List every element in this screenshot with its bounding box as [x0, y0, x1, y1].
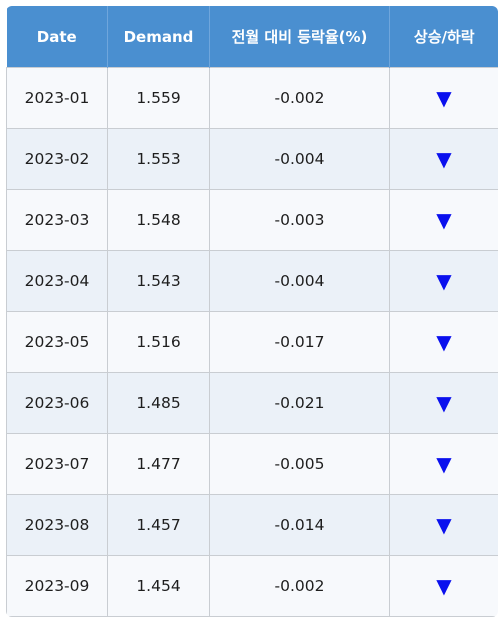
table-row: 2023-07 1.477 -0.005 ▼: [6, 433, 498, 495]
cell-date: 2023-07: [6, 433, 108, 495]
cell-date: 2023-06: [6, 372, 108, 434]
cell-date: 2023-01: [6, 67, 108, 129]
table-row: 2023-01 1.559 -0.002 ▼: [6, 67, 498, 129]
cell-date: 2023-09: [6, 555, 108, 617]
cell-change-rate: -0.014: [209, 494, 390, 556]
cell-trend: ▼: [389, 67, 498, 129]
table-row: 2023-05 1.516 -0.017 ▼: [6, 311, 498, 373]
demand-table-container: Date Demand 전월 대비 등락율(%) 상승/하락 2023-01 1…: [6, 6, 498, 617]
down-triangle-icon: ▼: [436, 146, 452, 171]
down-triangle-icon: ▼: [436, 451, 452, 476]
header-demand: Demand: [107, 6, 210, 68]
cell-trend: ▼: [389, 494, 498, 556]
header-date: Date: [6, 6, 108, 68]
cell-change-rate: -0.005: [209, 433, 390, 495]
down-triangle-icon: ▼: [436, 85, 452, 110]
table-row: 2023-08 1.457 -0.014 ▼: [6, 494, 498, 556]
down-triangle-icon: ▼: [436, 329, 452, 354]
down-triangle-icon: ▼: [436, 268, 452, 293]
cell-date: 2023-02: [6, 128, 108, 190]
cell-demand: 1.548: [107, 189, 210, 251]
table-header: Date Demand 전월 대비 등락율(%) 상승/하락: [6, 6, 498, 68]
cell-date: 2023-04: [6, 250, 108, 312]
table-body: 2023-01 1.559 -0.002 ▼ 2023-02 1.553 -0.…: [6, 67, 498, 617]
cell-change-rate: -0.021: [209, 372, 390, 434]
cell-change-rate: -0.003: [209, 189, 390, 251]
cell-trend: ▼: [389, 372, 498, 434]
cell-demand: 1.485: [107, 372, 210, 434]
cell-trend: ▼: [389, 555, 498, 617]
cell-trend: ▼: [389, 433, 498, 495]
cell-demand: 1.553: [107, 128, 210, 190]
down-triangle-icon: ▼: [436, 207, 452, 232]
cell-change-rate: -0.002: [209, 67, 390, 129]
table-row: 2023-02 1.553 -0.004 ▼: [6, 128, 498, 190]
down-triangle-icon: ▼: [436, 390, 452, 415]
demand-table: Date Demand 전월 대비 등락율(%) 상승/하락 2023-01 1…: [6, 6, 498, 617]
header-row: Date Demand 전월 대비 등락율(%) 상승/하락: [6, 6, 498, 68]
cell-trend: ▼: [389, 189, 498, 251]
cell-demand: 1.516: [107, 311, 210, 373]
down-triangle-icon: ▼: [436, 573, 452, 598]
table-row: 2023-06 1.485 -0.021 ▼: [6, 372, 498, 434]
cell-trend: ▼: [389, 250, 498, 312]
header-trend: 상승/하락: [389, 6, 498, 68]
cell-demand: 1.543: [107, 250, 210, 312]
cell-date: 2023-03: [6, 189, 108, 251]
cell-trend: ▼: [389, 128, 498, 190]
cell-demand: 1.454: [107, 555, 210, 617]
cell-change-rate: -0.017: [209, 311, 390, 373]
down-triangle-icon: ▼: [436, 512, 452, 537]
cell-change-rate: -0.004: [209, 250, 390, 312]
header-change-rate: 전월 대비 등락율(%): [209, 6, 390, 68]
table-row: 2023-03 1.548 -0.003 ▼: [6, 189, 498, 251]
cell-change-rate: -0.002: [209, 555, 390, 617]
cell-demand: 1.559: [107, 67, 210, 129]
cell-trend: ▼: [389, 311, 498, 373]
cell-date: 2023-08: [6, 494, 108, 556]
cell-date: 2023-05: [6, 311, 108, 373]
cell-change-rate: -0.004: [209, 128, 390, 190]
table-row: 2023-09 1.454 -0.002 ▼: [6, 555, 498, 617]
cell-demand: 1.477: [107, 433, 210, 495]
table-row: 2023-04 1.543 -0.004 ▼: [6, 250, 498, 312]
cell-demand: 1.457: [107, 494, 210, 556]
